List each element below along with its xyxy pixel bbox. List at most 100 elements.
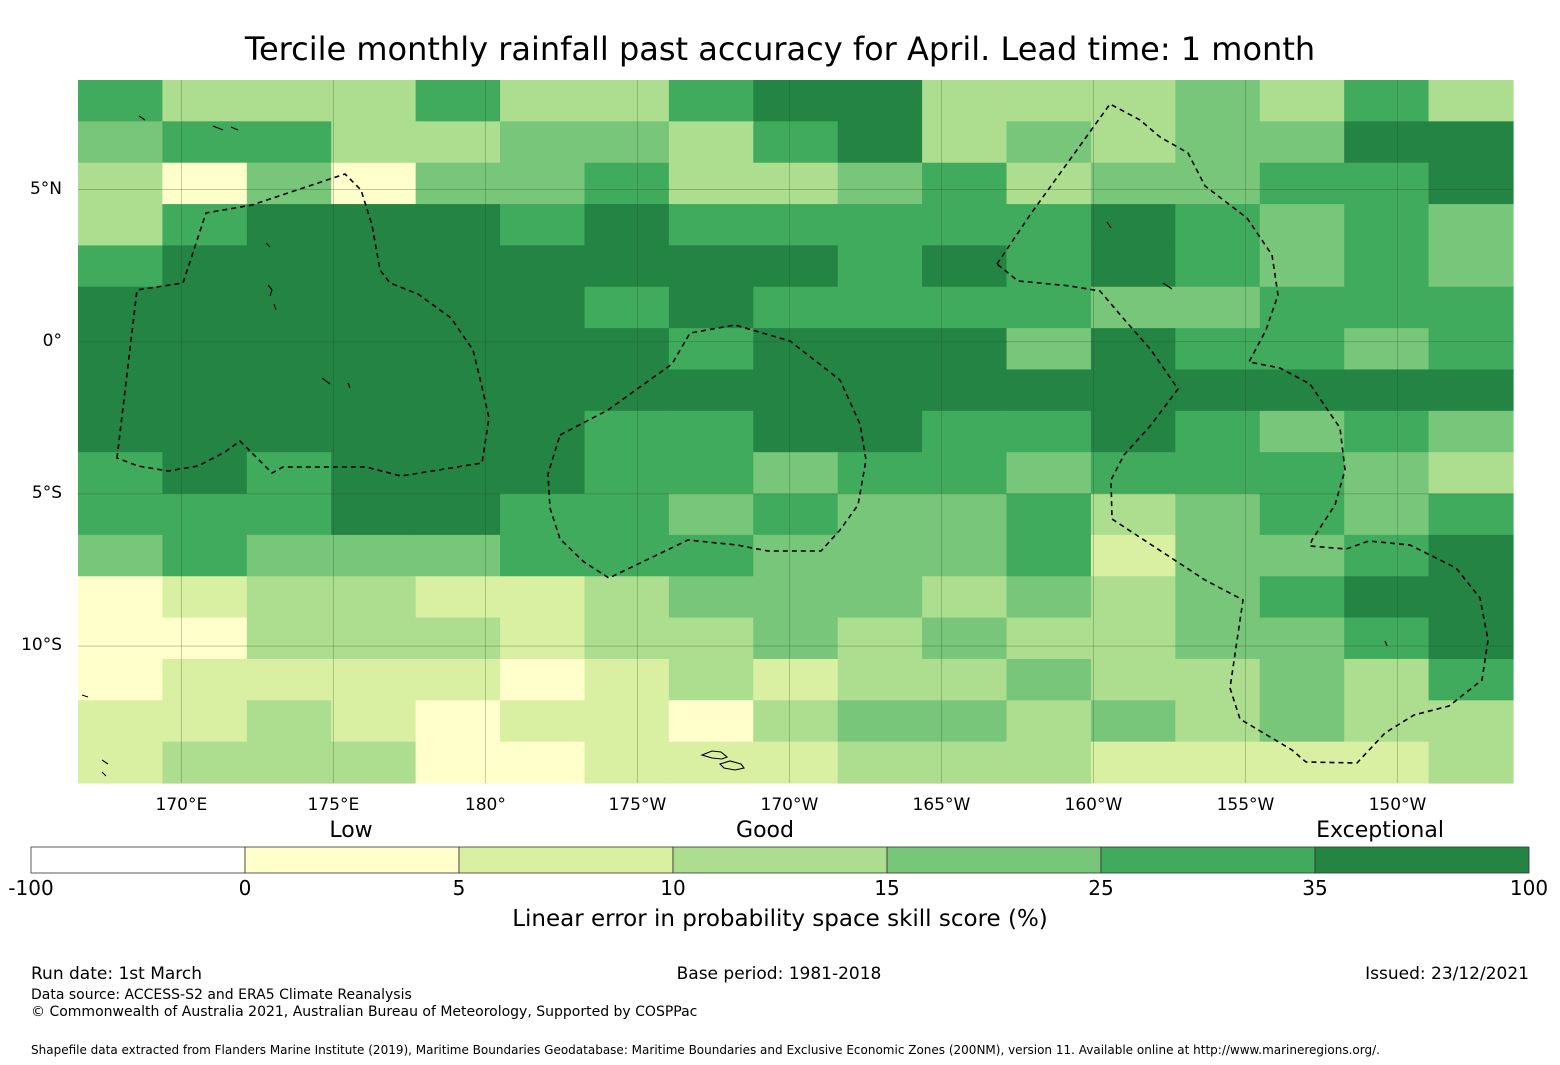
- data-source: Data source: ACCESS-S2 and ERA5 Climate …: [31, 987, 412, 1003]
- skill-cell: [1090, 369, 1176, 412]
- skill-cell: [584, 245, 670, 288]
- skill-cell: [1175, 617, 1261, 660]
- skill-cell: [668, 700, 754, 743]
- skill-cell: [162, 534, 248, 577]
- latitude-label: 5°S: [31, 482, 62, 503]
- base-period: Base period: 1981-2018: [676, 964, 882, 984]
- longitude-label: 180°: [464, 795, 506, 815]
- skill-cell: [1006, 121, 1092, 164]
- skill-cell: [331, 410, 417, 453]
- skill-cell: [668, 741, 754, 784]
- colorbar-tick-label: 25: [1088, 876, 1114, 900]
- skill-cell: [753, 741, 839, 784]
- colorbar-bin: [672, 846, 888, 874]
- skill-cell: [1175, 534, 1261, 577]
- skill-cell: [668, 328, 754, 371]
- skill-cell: [415, 204, 501, 247]
- skill-cell: [922, 80, 1008, 122]
- skill-cell: [331, 80, 417, 122]
- skill-cell: [837, 121, 923, 164]
- skill-cell: [1090, 534, 1176, 577]
- skill-cell: [837, 658, 923, 701]
- skill-cell: [1006, 410, 1092, 453]
- skill-cell: [415, 328, 501, 371]
- skill-cell: [331, 369, 417, 412]
- skill-cell: [415, 286, 501, 329]
- skill-cell: [922, 658, 1008, 701]
- category-low-label: Low: [329, 818, 373, 843]
- skill-cell: [753, 245, 839, 288]
- longitude-label: 155°W: [1216, 795, 1275, 815]
- skill-cell: [500, 658, 586, 701]
- skill-cell: [1090, 741, 1176, 784]
- skill-cell: [1006, 700, 1092, 743]
- longitude-label: 170°W: [760, 795, 819, 815]
- skill-cell: [584, 204, 670, 247]
- skill-cell: [1428, 534, 1514, 577]
- skill-cell: [922, 162, 1008, 205]
- eez-boundary-kiribati-line: [995, 102, 1489, 764]
- coastline-samoa-upolu: [700, 750, 729, 760]
- skill-cell: [668, 162, 754, 205]
- skill-cell: [922, 121, 1008, 164]
- skill-cell: [1428, 286, 1514, 329]
- skill-cell: [1259, 328, 1345, 371]
- skill-cell: [1344, 452, 1430, 495]
- skill-cell: [162, 410, 248, 453]
- skill-cell: [415, 410, 501, 453]
- skill-cell: [753, 452, 839, 495]
- skill-cell: [837, 162, 923, 205]
- skill-cell: [1090, 410, 1176, 453]
- skill-cell: [331, 162, 417, 205]
- skill-cell: [753, 286, 839, 329]
- latitude-label: 5°N: [29, 178, 62, 199]
- skill-cell: [1006, 741, 1092, 784]
- skill-cell: [1428, 328, 1514, 371]
- skill-cell: [415, 121, 501, 164]
- skill-cell: [500, 245, 586, 288]
- skill-cell: [1006, 493, 1092, 536]
- skill-cell: [331, 617, 417, 660]
- skill-cell: [1090, 493, 1176, 536]
- skill-cell: [1259, 700, 1345, 743]
- skill-cell: [753, 410, 839, 453]
- skill-cell: [1259, 617, 1345, 660]
- skill-cell: [837, 700, 923, 743]
- skill-cell: [78, 741, 164, 784]
- colorbar-bin: [458, 846, 674, 874]
- skill-cell: [331, 328, 417, 371]
- skill-cell: [162, 576, 248, 619]
- skill-cell: [78, 328, 164, 371]
- latitude-label: 0°: [42, 330, 62, 351]
- skill-cell: [1259, 534, 1345, 577]
- skill-cell: [1259, 204, 1345, 247]
- skill-cell: [246, 286, 332, 329]
- skill-cell: [1006, 576, 1092, 619]
- skill-cell: [500, 286, 586, 329]
- skill-cell: [415, 452, 501, 495]
- colorbar: [30, 846, 1530, 874]
- skill-cell: [922, 204, 1008, 247]
- skill-cell: [584, 741, 670, 784]
- skill-cell: [668, 410, 754, 453]
- skill-cell: [415, 741, 501, 784]
- skill-cell: [246, 80, 332, 122]
- skill-cell: [500, 410, 586, 453]
- colorbar-bin: [1100, 846, 1316, 874]
- skill-cell: [1344, 121, 1430, 164]
- skill-cell: [1090, 204, 1176, 247]
- skill-cell: [78, 245, 164, 288]
- skill-cell: [1344, 245, 1430, 288]
- skill-cell: [1006, 534, 1092, 577]
- eez-boundary-tokelau: [547, 324, 867, 579]
- skill-cell: [246, 452, 332, 495]
- skill-cell: [331, 204, 417, 247]
- skill-cell: [415, 700, 501, 743]
- category-exceptional-label: Exceptional: [1316, 818, 1444, 843]
- skill-cell: [584, 617, 670, 660]
- longitude-label: 160°W: [1064, 795, 1123, 815]
- shapefile-note: Shapefile data extracted from Flanders M…: [31, 1043, 1380, 1057]
- skill-cell: [500, 121, 586, 164]
- skill-cell: [753, 369, 839, 412]
- skill-cell: [1344, 80, 1430, 122]
